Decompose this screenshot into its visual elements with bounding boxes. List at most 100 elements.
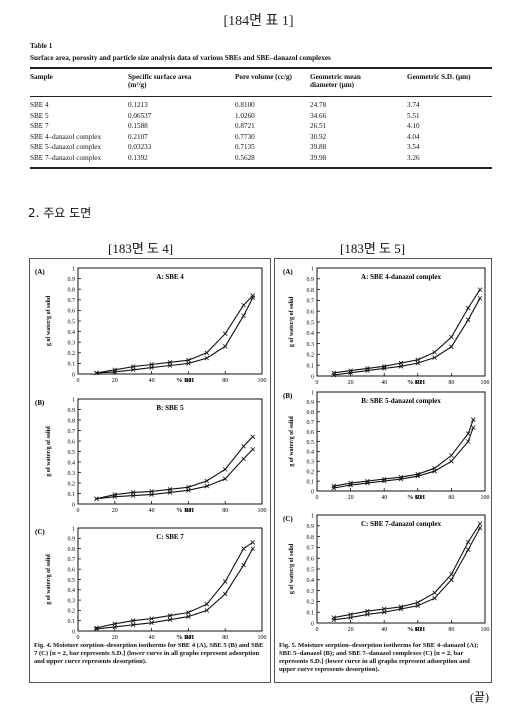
data-point [94, 370, 99, 376]
y-tick-label: 1 [311, 266, 314, 272]
table-caption: Surface area, porosity and particle size… [30, 54, 331, 62]
data-point [477, 287, 483, 292]
plot-frame [77, 267, 263, 375]
data-point [250, 540, 256, 545]
y-tick-label: 0.8 [68, 547, 76, 553]
x-tick-label: 60 [415, 627, 421, 633]
data-point [465, 547, 471, 552]
table-cell: 39.98 [310, 153, 327, 162]
x-axis-label: % RH [407, 626, 425, 633]
data-point [365, 366, 370, 371]
y-tick-label: 0.2 [307, 470, 315, 476]
x-tick-label: 40 [381, 495, 387, 501]
data-point [204, 478, 210, 484]
y-tick-label: 0.6 [307, 310, 315, 316]
data-point [186, 610, 191, 615]
y-tick-label: 1 [311, 390, 314, 396]
data-point [241, 313, 246, 318]
chart-0: (A) A: SBE 4 0 0.1 0.2 0.3 0.4 0.5 0.6 0.7 0.8 0.9 1… [35, 266, 267, 384]
data-point [415, 603, 421, 609]
panel-letter: (B) [35, 399, 45, 407]
x-tick-label: 60 [415, 495, 421, 501]
table-cell: 1.0260 [235, 111, 255, 120]
y-tick-label: 0.5 [68, 319, 76, 325]
chart-1: (B) B: SBE 5 0 0.1 0.2 0.3 0.4 0.5 0.6 0.7 0.8 0.9 1… [35, 397, 267, 514]
y-tick-label: 0.4 [68, 588, 76, 594]
figure-5-frame: (A) A: SBE 4-danazol complex 0 0.1 0.2 0.3 0.4… [274, 258, 492, 683]
data-point [149, 616, 154, 621]
data-point [331, 615, 337, 620]
x-tick-label: 100 [481, 627, 490, 633]
data-point [204, 483, 210, 489]
adsorption-curve [96, 548, 254, 630]
y-axis-label: g of water/g of solid [46, 295, 52, 346]
table-cell: 0.5628 [235, 153, 255, 162]
data-point [250, 293, 256, 298]
x-tick-label: 100 [481, 495, 490, 501]
data-point [222, 579, 228, 584]
x-tick-label: 20 [348, 495, 354, 501]
x-tick-label: 20 [348, 380, 354, 386]
data-point [250, 546, 256, 551]
y-tick-label: 0.1 [68, 492, 76, 498]
data-point [222, 591, 228, 597]
y-tick-label: 0.2 [68, 351, 76, 357]
data-point [130, 490, 136, 495]
y-tick-label: 0.4 [68, 460, 76, 466]
data-point [381, 363, 387, 369]
data-point [465, 305, 471, 311]
data-point [241, 546, 246, 551]
table-cell: 30.92 [310, 132, 327, 141]
x-tick-label: 80 [222, 378, 228, 384]
y-tick-label: 1 [311, 513, 314, 519]
data-point [331, 483, 337, 489]
y-tick-label: 0.3 [307, 342, 315, 348]
x-tick-label: 20 [112, 378, 118, 384]
data-point [449, 459, 454, 464]
data-point [432, 465, 437, 471]
data-point [241, 562, 246, 568]
data-point [348, 612, 353, 617]
x-tick-label: 100 [258, 508, 267, 514]
x-tick-label: 60 [185, 378, 191, 384]
table-cell: 26.51 [310, 122, 327, 130]
y-tick-label: 0.6 [307, 430, 315, 436]
y-tick-label: 0.5 [68, 450, 76, 456]
table-row-label: SBE 7–danazol complex [30, 153, 102, 162]
x-axis-label: % RH [176, 377, 194, 384]
data-point [149, 362, 154, 367]
data-point [204, 350, 210, 356]
table-bottom-rule [30, 167, 492, 169]
table-cell: 39.88 [310, 143, 327, 151]
y-tick-label: 0.2 [307, 353, 315, 359]
table-cell: 3.54 [407, 143, 420, 151]
chart-title: B: SBE 5 [156, 404, 184, 412]
plot-frame [77, 398, 263, 505]
data-point [432, 355, 437, 360]
y-tick-label: 0.6 [68, 309, 76, 315]
data-point [222, 344, 228, 349]
chart-title: C: SBE 7 [156, 533, 184, 541]
x-tick-label: 80 [448, 380, 454, 386]
y-axis-label: g of water/g of solid [46, 426, 52, 477]
table-cell: 3.26 [407, 153, 420, 162]
y-tick-label: 0.4 [307, 578, 315, 584]
y-tick-label: 0.8 [307, 288, 315, 294]
x-axis-label: % RH [407, 379, 425, 386]
y-tick-label: 0.2 [68, 481, 76, 487]
chart-title: B: SBE 5-danazol complex [361, 397, 441, 405]
data-point [365, 608, 370, 614]
y-tick-label: 0.6 [68, 439, 76, 445]
y-tick-label: 0.4 [307, 450, 315, 456]
data-point [432, 590, 437, 596]
data-point [222, 476, 228, 482]
x-tick-label: 80 [448, 495, 454, 501]
x-tick-label: 100 [258, 378, 267, 384]
y-tick-label: 0.5 [307, 320, 315, 326]
y-tick-label: 0.7 [307, 420, 315, 426]
data-point [415, 357, 421, 363]
desorption-curve [333, 523, 481, 619]
data-point [449, 334, 454, 340]
data-point [381, 606, 387, 612]
y-tick-label: 0.9 [307, 524, 315, 530]
